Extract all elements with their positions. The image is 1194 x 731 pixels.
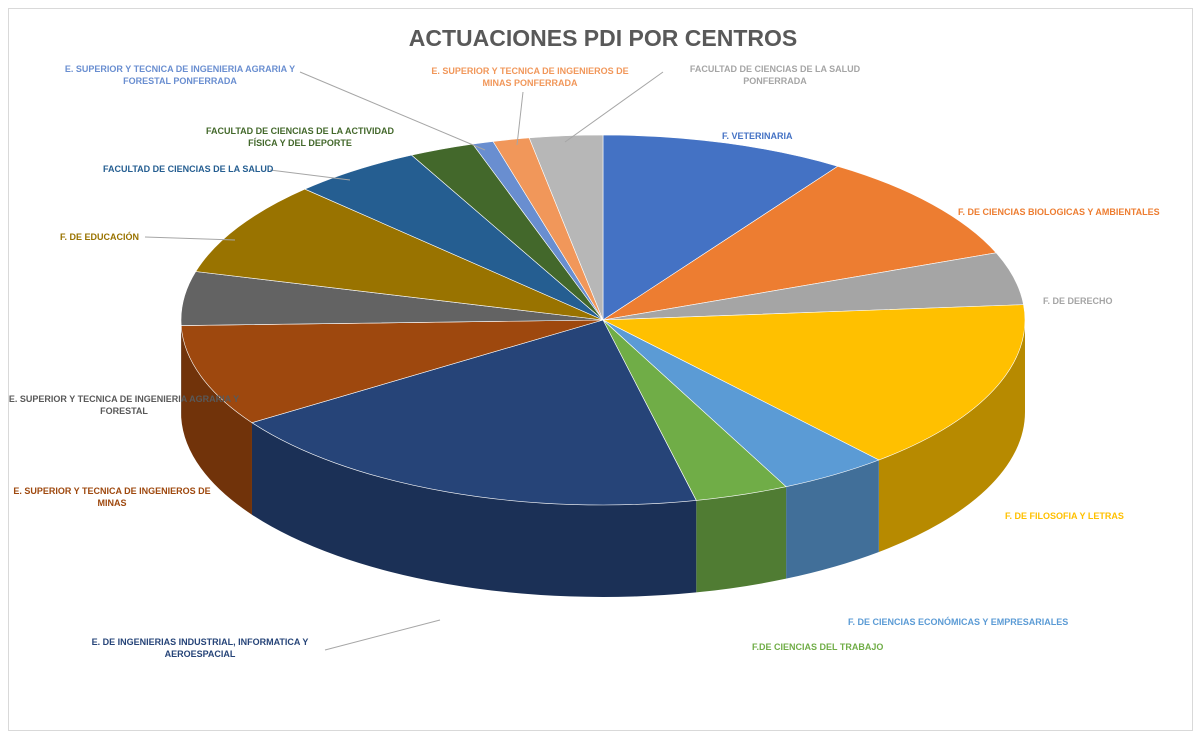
slice-label: FACULTAD DE CIENCIAS DE LA SALUD <box>103 164 274 174</box>
slice-label: FACULTAD DE CIENCIAS DE LA ACTIVIDAD FÍS… <box>206 126 394 148</box>
slice-label: F. DE FILOSOFIA Y LETRAS <box>1005 511 1124 521</box>
leader-line <box>269 169 351 181</box>
slice <box>528 134 604 321</box>
leader-line <box>564 71 664 143</box>
slice-label: E. SUPERIOR Y TECNICA DE INGENIERIA AGRA… <box>8 394 240 416</box>
slice-label: F. DE EDUCACIÓN <box>60 232 140 242</box>
leader-line <box>324 619 441 651</box>
slice-label: E. SUPERIOR Y TECNICA DE INGENIEROS DE M… <box>13 486 211 508</box>
slice-label: E. SUPERIOR Y TECNICA DE INGENIEROS DE M… <box>431 66 629 88</box>
leader-line <box>516 91 524 146</box>
slice-label: F. DE CIENCIAS BIOLOGICAS Y AMBIENTALES <box>958 207 1160 217</box>
slice <box>251 319 697 506</box>
slice-side <box>696 486 787 593</box>
leader-line <box>144 236 236 241</box>
slice <box>602 165 997 321</box>
slice-side <box>251 422 697 597</box>
slice-label: F. DE CIENCIAS ECONÓMICAS Y EMPRESARIALE… <box>848 617 1069 627</box>
slice-label: F. DE DERECHO <box>1043 296 1113 306</box>
slice-label: E. DE INGENIERIAS INDUSTRIAL, INFORMATIC… <box>91 637 309 659</box>
slice-label: E. SUPERIOR Y TECNICA DE INGENIERIA AGRA… <box>64 64 296 86</box>
slice-side <box>181 325 252 515</box>
slice <box>195 188 604 321</box>
slice-label: FACULTAD DE CIENCIAS DE LA SALUD PONFERR… <box>689 64 861 86</box>
chart-title: ACTUACIONES PDI POR CENTROS <box>409 25 797 51</box>
slice-label: F. VETERINARIA <box>722 131 793 141</box>
slice <box>601 304 1026 461</box>
slice-side <box>786 460 879 579</box>
leader-line <box>299 71 486 151</box>
slice <box>180 319 604 424</box>
slice-side <box>878 320 1025 553</box>
slice-label: F.DE CIENCIAS DEL TRABAJO <box>752 642 884 652</box>
slice <box>602 134 839 321</box>
